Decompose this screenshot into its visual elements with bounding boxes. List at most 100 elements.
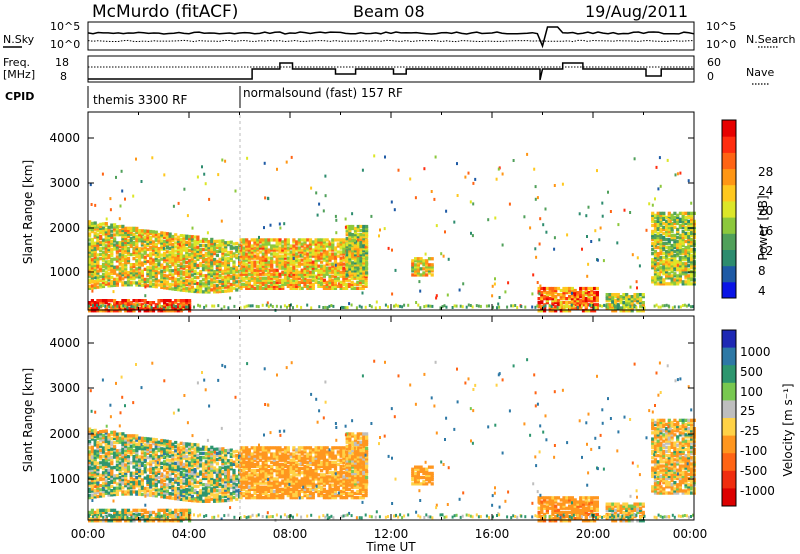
power-echo-cell bbox=[143, 235, 147, 239]
power-echo-cell bbox=[264, 276, 268, 280]
power-echo-cell bbox=[126, 232, 131, 236]
power-echo-cell bbox=[676, 254, 680, 258]
power-echo-cell bbox=[261, 252, 265, 256]
power-echo-cell bbox=[353, 245, 358, 249]
velocity-echo-cell bbox=[146, 439, 150, 443]
power-echo-cell bbox=[643, 306, 646, 310]
power-echo-cell bbox=[430, 265, 434, 269]
power-echo-cell bbox=[115, 301, 119, 305]
power-echo-cell bbox=[653, 252, 658, 256]
power-echo-cell bbox=[306, 303, 309, 307]
velocity-echo-cell bbox=[93, 470, 97, 474]
power-echo-cell bbox=[687, 235, 691, 240]
velocity-echo-cell bbox=[160, 484, 164, 488]
power-echo-cell bbox=[579, 286, 583, 291]
velocity-echo-cell bbox=[193, 478, 197, 482]
velocity-echo-cell bbox=[201, 474, 206, 478]
power-echo-cell bbox=[142, 304, 145, 308]
velocity-echo-cell bbox=[204, 472, 208, 476]
power-echo-cell bbox=[224, 259, 228, 263]
power-echo-cell bbox=[348, 251, 352, 255]
power-echo-cell bbox=[681, 272, 685, 276]
power-echo-cell bbox=[681, 241, 685, 246]
velocity-echo-cell bbox=[90, 466, 94, 470]
power-echo-cell bbox=[235, 254, 239, 258]
velocity-echo-cell bbox=[132, 486, 136, 490]
velocity-echo-cell bbox=[235, 456, 239, 460]
velocity-echo-cell bbox=[196, 472, 200, 476]
velocity-echo-cell bbox=[213, 495, 217, 499]
power-echo-cell bbox=[595, 299, 599, 303]
power-echo-cell bbox=[641, 305, 645, 309]
velocity-echo-cell bbox=[182, 487, 186, 491]
power-echo-cell bbox=[256, 242, 260, 246]
power-echo-cell bbox=[353, 255, 358, 259]
power-echo-cell bbox=[434, 155, 437, 159]
power-echo-cell bbox=[213, 260, 217, 264]
power-echo-cell bbox=[411, 267, 415, 271]
power-echo-cell bbox=[670, 221, 674, 226]
power-echo-cell bbox=[411, 263, 415, 267]
power-echo-cell bbox=[359, 265, 363, 269]
power-echo-cell bbox=[318, 202, 321, 206]
power-echo-cell bbox=[283, 268, 288, 272]
power-echo-cell bbox=[676, 245, 680, 250]
power-echo-cell bbox=[362, 230, 366, 235]
velocity-echo-cell bbox=[168, 485, 172, 490]
power-echo-cell bbox=[229, 256, 233, 260]
power-echo-cell bbox=[365, 257, 369, 261]
power-echo-cell bbox=[165, 266, 169, 270]
power-echo-cell bbox=[353, 226, 358, 231]
velocity-echo-cell bbox=[110, 472, 114, 476]
velocity-echo-cell bbox=[88, 510, 92, 515]
power-echo-cell bbox=[207, 266, 211, 270]
power-echo-cell bbox=[362, 243, 366, 247]
power-echo-cell bbox=[88, 246, 92, 250]
power-echo-cell bbox=[201, 258, 206, 262]
power-echo-cell bbox=[135, 255, 139, 259]
power-echo-cell bbox=[253, 240, 257, 244]
velocity-echo-cell bbox=[140, 463, 144, 467]
power-echo-cell bbox=[430, 257, 434, 261]
power-echo-cell bbox=[224, 275, 228, 279]
velocity-echo-cell bbox=[207, 470, 211, 474]
velocity-echo-cell bbox=[151, 458, 156, 462]
power-echo-cell bbox=[579, 301, 583, 305]
power-echo-cell bbox=[292, 264, 296, 268]
power-echo-cell bbox=[690, 241, 694, 246]
power-echo-cell bbox=[667, 252, 671, 256]
power-echo-cell bbox=[551, 295, 555, 299]
velocity-echo-cell bbox=[165, 475, 169, 479]
power-echo-cell bbox=[286, 264, 290, 268]
velocity-echo-cell bbox=[176, 451, 181, 455]
power-echo-cell bbox=[210, 268, 214, 272]
power-echo-cell bbox=[465, 305, 468, 309]
velocity-echo-cell bbox=[199, 458, 203, 462]
power-echo-cell bbox=[676, 235, 680, 240]
power-echo-cell bbox=[261, 238, 265, 242]
power-echo-cell bbox=[207, 260, 211, 264]
power-echo-cell bbox=[179, 258, 183, 262]
power-echo-cell bbox=[160, 257, 164, 261]
power-echo-cell bbox=[104, 238, 108, 242]
velocity-echo-cell bbox=[88, 446, 92, 450]
power-echo-cell bbox=[656, 211, 660, 215]
power-echo-cell bbox=[320, 244, 324, 248]
power-echo-cell bbox=[124, 244, 128, 249]
power-echo-cell bbox=[154, 264, 158, 269]
power-echo-cell bbox=[581, 291, 586, 295]
power-cbar-swatch bbox=[722, 152, 736, 170]
power-echo-cell bbox=[193, 239, 197, 243]
power-echo-cell bbox=[256, 268, 260, 272]
velocity-echo-cell bbox=[104, 470, 108, 475]
power-echo-cell bbox=[289, 272, 293, 276]
velocity-echo-cell bbox=[110, 468, 114, 472]
power-echo-cell bbox=[339, 284, 343, 288]
power-echo-cell bbox=[226, 271, 231, 275]
power-echo-cell bbox=[641, 309, 645, 313]
velocity-echo-cell bbox=[210, 472, 214, 476]
velocity-echo-cell bbox=[101, 471, 106, 475]
power-echo-cell bbox=[160, 253, 164, 257]
power-echo-cell bbox=[342, 258, 346, 262]
power-echo-cell bbox=[190, 285, 194, 289]
